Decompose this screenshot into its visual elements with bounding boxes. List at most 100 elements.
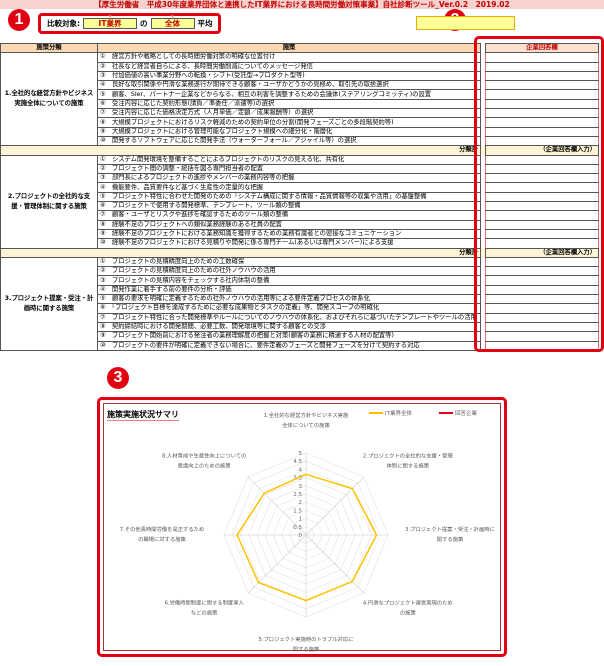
answer-cell[interactable]: [485, 126, 599, 137]
answer-cell[interactable]: [485, 238, 599, 249]
answer-cell[interactable]: [485, 108, 599, 119]
subtotal-label: 分類計: [0, 145, 481, 156]
measure-cell: ⑧ 大規模プロジェクトにおけるリスク軽減のための契約単位の分割(開発フェーズごと…: [97, 117, 481, 128]
data-point: [236, 534, 238, 536]
category-label: 8.人材育成や生産性向上についての: [162, 451, 246, 459]
measure-cell: ④ 良好な取引関係や円滑な業務遂行が期待できる顧客・ユーザかどうかの見極め、取引…: [97, 80, 481, 91]
tick-label: 1.5: [293, 508, 302, 514]
category-label: 7.その他長時間労働を是正するため: [120, 525, 205, 533]
measure-cell: ③ 部門長によるプロジェクトの進捗やメンバーの業務内容等の把握: [97, 173, 481, 184]
measure-cell: ⑨ プロジェクト開始前における発注者の業務理解度の把握と対策(顧客の業務に精通す…: [97, 331, 481, 342]
tick-label: 3: [299, 484, 303, 490]
tool-title: 【厚生労働省 平成30年度業界団体と連携したIT業界における長時間労働対策事業】…: [0, 0, 604, 9]
tick-label: 5: [299, 451, 303, 457]
measure-cell: ① 経営方針や戦略としての長時間労働対策の明確な位置付け: [97, 52, 481, 63]
category-label: 1.全社的な経営方針やビジネス実施: [264, 411, 349, 419]
comparison-selector: 比較対象: ① IT業界 の ① 全体 平均: [38, 13, 221, 34]
chart-highlight: 施策実施状況サマリ IT業界全体 回答企業 0 0.5 1 1.5 2 2.5 3 3.5 4 4…: [97, 397, 507, 657]
category-label: 3.プロジェクト提案・受注・計画時に: [405, 525, 495, 533]
answer-cell[interactable]: [485, 312, 599, 323]
data-point: [305, 473, 307, 476]
measure-cell: ② 社長など経営者自らによる、長時間労働削減についてのメッセージ発信: [97, 61, 481, 72]
answer-cell[interactable]: [485, 201, 599, 212]
measure-cell: ② プロジェクト間の調整・統括を図る専門担当者の配置: [97, 163, 481, 175]
subtotal-row: 分類計 （企業回答欄入力）: [0, 145, 599, 156]
axis-spoke: [305, 476, 365, 536]
company-name-input[interactable]: [416, 16, 515, 30]
answer-cell[interactable]: [485, 219, 599, 230]
measure-cell: ① プロジェクトの見積精度向上のための工数確保: [97, 256, 481, 268]
measure-cell: ⑦ 受注内容に応じた価格決定方式（人月単価／定額／成果報酬等）の選択: [97, 108, 481, 119]
measure-cell: ⑨ 大規模プロジェクトにおける管理可能なプロジェクト規模への細分化・階層化: [97, 126, 481, 137]
measure-cell: ⑩ 経験不足のプロジェクトにおける見積りや開発に係る専門チーム(あるいは専門メン…: [97, 238, 481, 249]
data-point: [263, 492, 266, 495]
header-category: 施策分類: [0, 42, 98, 54]
measure-cell: ① システム開発環境を整備することによるプロジェクトのリスクの見える化、共有化: [97, 154, 481, 165]
answer-cell[interactable]: [485, 52, 599, 63]
tick-label: 4.5: [293, 459, 302, 465]
answer-cell[interactable]: [485, 191, 599, 203]
spacer: [480, 145, 486, 156]
category-label: 6.労働時間制度に関する制度導入: [165, 599, 245, 607]
answer-cell[interactable]: [485, 266, 599, 277]
measure-cell: ② プロジェクトの見積精度向上のための社外ノウハウの活用: [97, 266, 481, 277]
answer-cell[interactable]: [485, 182, 599, 193]
measure-cell: ⑤ プロジェクト特性に合わせた開発のための「システム構成に関する情報・品質情報等…: [97, 191, 481, 203]
category-cell: 3.プロジェクト提案・受注・計画時に関する施策: [0, 256, 98, 351]
measure-cell: ③ プロジェクトの見積内容をチェックする社内体制の整備: [97, 275, 481, 286]
answer-cell[interactable]: [485, 303, 599, 314]
data-point: [305, 599, 307, 602]
legend-label: IT業界全体: [385, 411, 412, 417]
measure-cell: ⑩ プロジェクトの要件が明確に定義できない場合に、要件定義のフェーズと開発フェー…: [97, 340, 481, 351]
answer-cell[interactable]: [485, 173, 599, 184]
tick-label: 2.5: [293, 492, 302, 498]
scope-value: 全体: [165, 19, 180, 28]
marker-1: 1: [8, 9, 30, 31]
answer-cell[interactable]: [485, 210, 599, 221]
answer-cell[interactable]: [485, 80, 599, 91]
answer-cell[interactable]: [485, 70, 599, 82]
answer-cell[interactable]: [485, 117, 599, 128]
data-point: [375, 534, 378, 536]
header-measure: 施策: [97, 42, 481, 54]
answer-cell[interactable]: [485, 154, 599, 165]
measure-cell: ④ 開発作業に着手する前の要件の分析・評価: [97, 284, 481, 296]
tick-label: 4: [299, 467, 303, 473]
category-cell: 1.全社的な経営方針やビジネス実施全体についての施策: [0, 52, 98, 147]
category-label: などの施策: [191, 609, 218, 617]
measure-cell: ⑧ 経験不足のプロジェクトへの類似業務経験のある社員の配置: [97, 219, 481, 230]
category-label: 関する施策: [293, 645, 320, 652]
category-label: 体制に関する施策: [387, 461, 430, 469]
answer-cell[interactable]: [485, 293, 599, 305]
answer-cell[interactable]: [485, 275, 599, 286]
answer-cell[interactable]: [485, 98, 599, 110]
industry-select[interactable]: ① IT業界: [83, 14, 137, 29]
category-cell: 2.プロジェクトの全社的な支援・管理体制に関する施策: [0, 154, 98, 249]
axis-spoke: [247, 476, 307, 536]
answer-cell[interactable]: [485, 89, 599, 100]
tick-label: 0.5: [293, 525, 302, 531]
table-row: 1.全社的な経営方針やビジネス実施全体についての施策 ① 経営方針や戦略としての長…: [0, 52, 599, 147]
measure-cell: ⑥ プロジェクトで使用する開発標準、テンプレート、ツール類の整備: [97, 201, 481, 212]
legend-item-industry: IT業界全体: [369, 409, 412, 417]
spacer: [480, 248, 486, 258]
answer-cell[interactable]: [485, 256, 599, 268]
table-row: 3.プロジェクト提案・受注・計画時に関する施策 ① プロジェクトの見積精度向上のた…: [0, 256, 599, 351]
axis-spoke: [305, 534, 365, 594]
answer-cell[interactable]: [485, 163, 599, 175]
answer-cell[interactable]: [485, 340, 599, 351]
answer-cell[interactable]: [485, 135, 599, 147]
answer-cell[interactable]: [485, 331, 599, 342]
data-point: [351, 580, 354, 583]
measure-cell: ⑤ 顧客の要求を明確に定義するための社外ノウハウの活用等による要件定義プロセスの…: [97, 293, 481, 305]
answer-cell[interactable]: [485, 321, 599, 333]
scope-select[interactable]: ① 全体: [150, 14, 195, 29]
radar-chart: 施策実施状況サマリ IT業界全体 回答企業 0 0.5 1 1.5 2 2.5 3 3.5 4 4…: [103, 403, 501, 652]
answer-cell[interactable]: [485, 228, 599, 240]
answer-cell[interactable]: [485, 284, 599, 296]
category-label: 意識向上のための施策: [178, 461, 232, 469]
measure-cell: ⑦ 顧客・ユーザとリスクや進捗を確認するためのツール類の整備: [97, 210, 481, 221]
answer-cell[interactable]: [485, 61, 599, 72]
category-label: 5.プロジェクト実施時のトラブル対応に: [258, 635, 353, 643]
measure-cell: ⑩ 開発するソフトウェアに応じた開発手法（ウォーターフォール／アジャイル等）の選…: [97, 135, 481, 147]
